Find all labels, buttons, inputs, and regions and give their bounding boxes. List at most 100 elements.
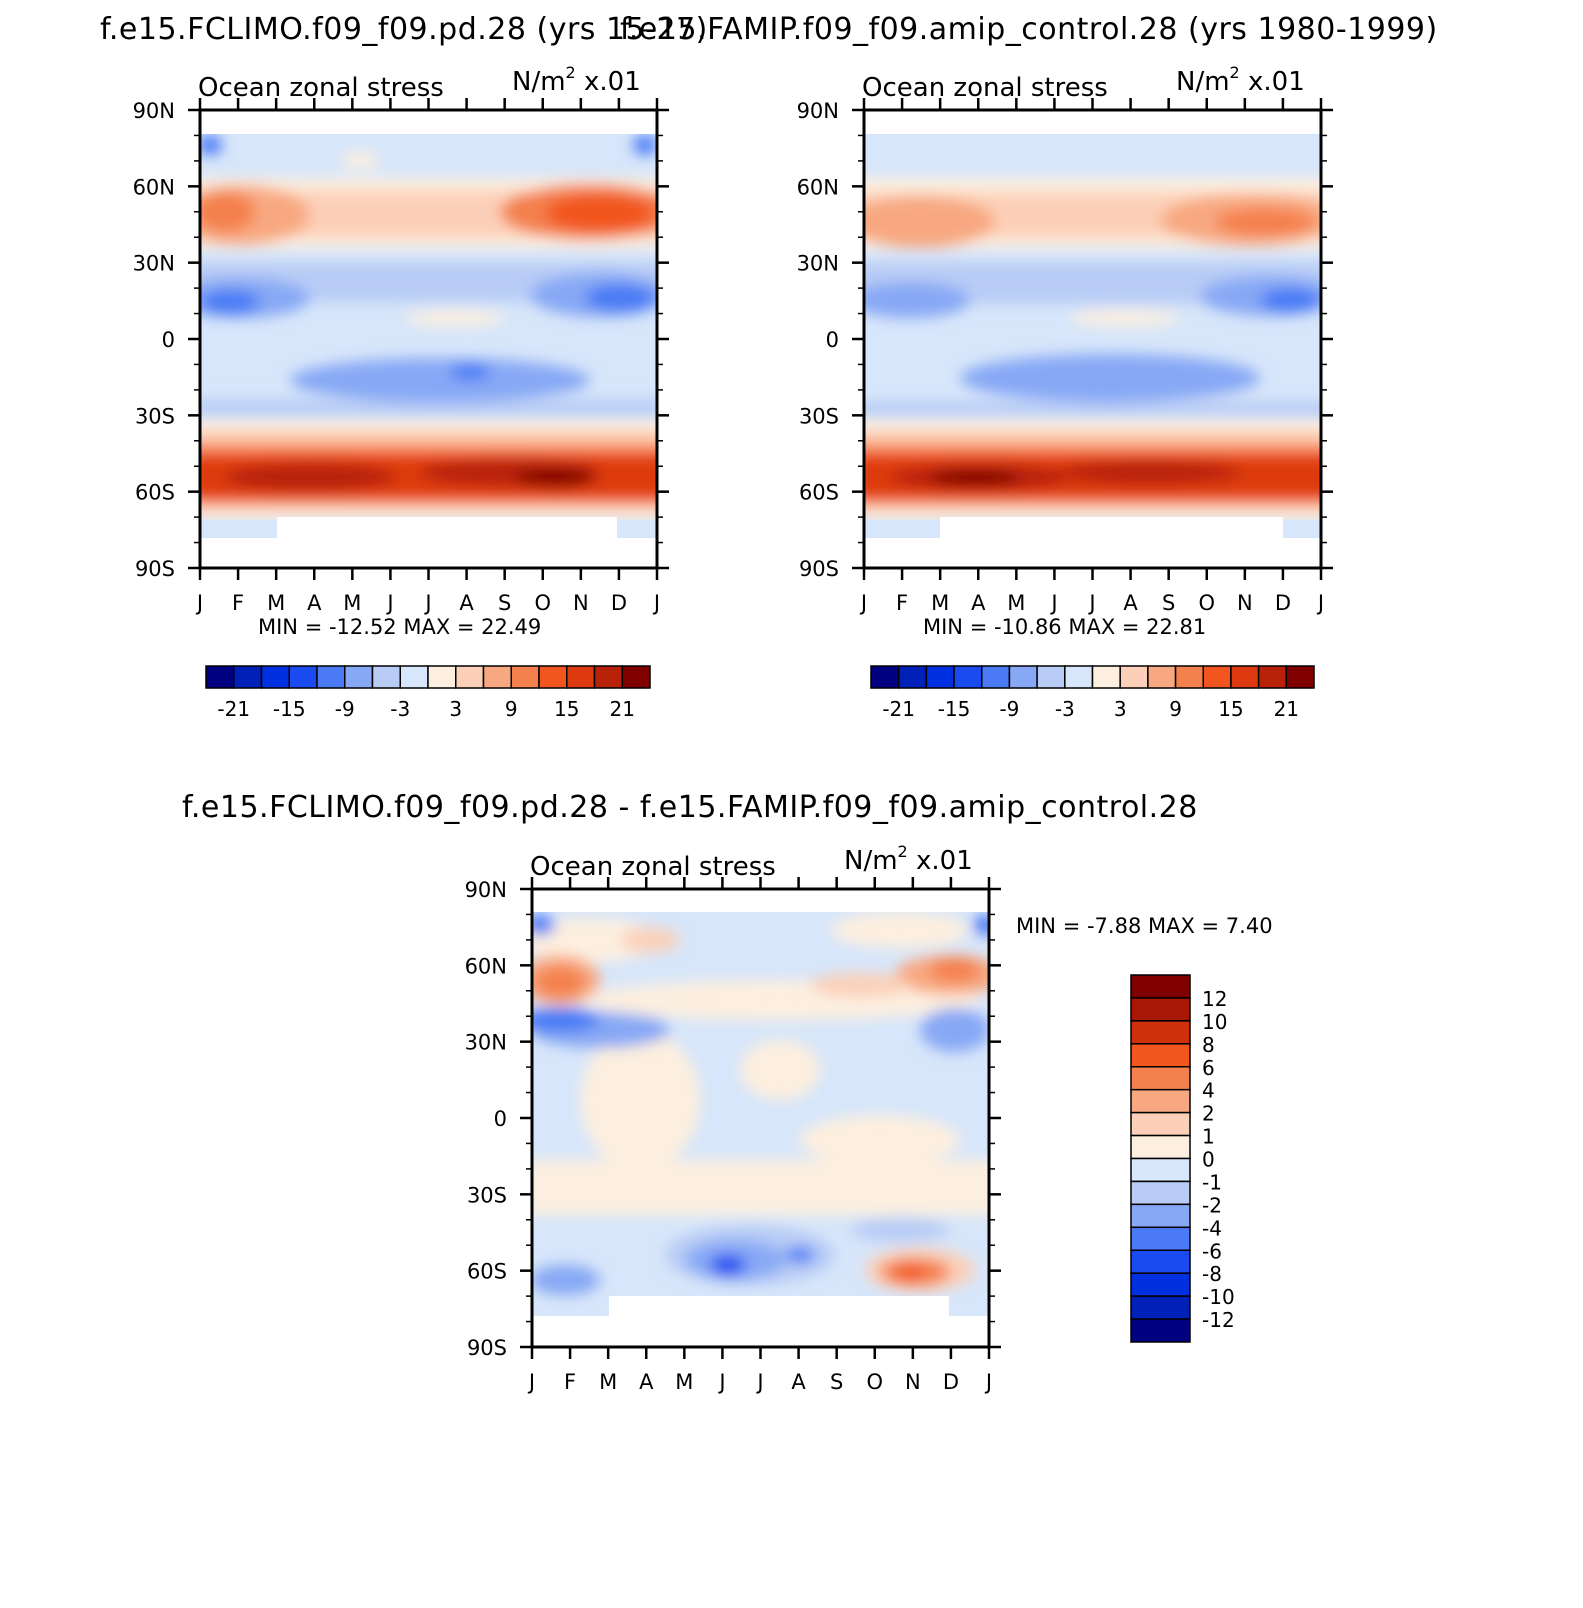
famip-colorbar-box — [1257, 665, 1288, 689]
fclimo-colorbar-box — [510, 665, 540, 689]
famip-ytick-label: 30N — [797, 252, 839, 276]
fclimo-xtick-label: A — [459, 591, 474, 615]
title-top-left: f.e15.FCLIMO.f09_f09.pd.28 (yrs 15-27) — [100, 12, 708, 47]
famip-colorbar-label: 3 — [1114, 697, 1127, 721]
famip-colorbar-box — [897, 665, 928, 689]
famip-colorbar-box — [1230, 665, 1260, 689]
minmax-diff: MIN = -7.88 MAX = 7.40 — [1016, 914, 1273, 938]
fclimo-colorbar-box — [205, 665, 235, 689]
fclimo-variable-label: Ocean zonal stress — [198, 73, 444, 103]
fclimo-xtick-label: O — [534, 591, 551, 615]
diff-colorbar-box — [1130, 1203, 1191, 1229]
diff-xtick-label: D — [943, 1370, 959, 1394]
fclimo-colorbar-label: 9 — [505, 697, 518, 721]
famip-xtick-label: J — [1087, 591, 1095, 615]
diff-colorbar-box — [1130, 1249, 1191, 1274]
diff-colorbar-box — [1130, 974, 1191, 999]
fclimo-units-label: N/m2 x.01 — [512, 63, 641, 97]
famip-ytick-label: 60S — [799, 481, 839, 505]
fclimo-colorbar-label: -9 — [335, 697, 355, 721]
diff-colorbar-box — [1130, 1134, 1191, 1160]
famip-xtick-label: F — [896, 591, 908, 615]
diff-colorbar-label: -1 — [1202, 1170, 1222, 1194]
fclimo-ytick-label: 60N — [133, 175, 175, 199]
diff-xtick-label: S — [830, 1370, 843, 1394]
title-top-right: f.e15.FAMIP.f09_f09.amip_control.28 (yrs… — [620, 12, 1438, 47]
fclimo-colorbar-label: 15 — [554, 697, 579, 721]
famip-units-label: N/m2 x.01 — [1176, 63, 1305, 97]
diff-colorbar-label: -2 — [1202, 1193, 1222, 1217]
diff-colorbar-box — [1130, 1088, 1191, 1114]
diff-xtick-label: N — [905, 1370, 921, 1394]
fclimo-xtick-label: N — [573, 591, 589, 615]
diff-xtick-label: J — [984, 1370, 992, 1394]
famip-colorbar-box — [1285, 665, 1315, 689]
diff-colorbar-label: 1 — [1202, 1125, 1215, 1149]
fclimo-xtick-label: J — [423, 591, 431, 615]
fclimo-ytick-label: 90N — [133, 99, 175, 123]
famip-xtick-label: N — [1237, 591, 1253, 615]
diff-colorbar-label: -8 — [1202, 1262, 1222, 1286]
minmax-fclimo: MIN = -12.52 MAX = 22.49 — [258, 615, 542, 639]
fclimo-colorbar-box — [566, 665, 596, 689]
field-diff — [532, 912, 989, 1316]
fclimo-colorbar-box — [427, 665, 457, 689]
famip-ytick-label: 30S — [799, 404, 839, 428]
fclimo-colorbar-box — [621, 665, 651, 689]
famip-colorbar-box — [981, 665, 1011, 689]
famip-colorbar-box — [1008, 665, 1038, 689]
diff-colorbar-label: 2 — [1202, 1102, 1215, 1126]
famip-colorbar-label: -15 — [938, 697, 971, 721]
famip-ytick-label: 90S — [799, 557, 839, 581]
famip-xtick-label: M — [931, 591, 949, 615]
diff-colorbar-label: 4 — [1202, 1079, 1215, 1103]
fclimo-colorbar-label: -3 — [390, 697, 410, 721]
diff-colorbar-box — [1130, 1295, 1191, 1320]
fclimo-ytick-label: 30S — [135, 404, 175, 428]
diff-xtick-label: J — [717, 1370, 725, 1394]
fclimo-ytick-label: 60S — [135, 481, 175, 505]
fclimo-xtick-label: J — [385, 591, 393, 615]
famip-colorbar-box — [953, 665, 983, 689]
famip-colorbar-label: -3 — [1055, 697, 1075, 721]
diff-xtick-label: A — [791, 1370, 806, 1394]
diff-xtick-label: O — [866, 1370, 883, 1394]
famip-xtick-label: S — [1162, 591, 1175, 615]
famip-colorbar-label: 21 — [1274, 697, 1299, 721]
diff-colorbar-box — [1130, 1043, 1191, 1068]
famip-colorbar-box — [1091, 665, 1121, 689]
diff-colorbar-box — [1130, 1272, 1191, 1297]
diff-ytick-label: 60N — [465, 954, 507, 978]
diff-colorbar-box — [1130, 1020, 1191, 1045]
famip-colorbar-box — [1036, 665, 1066, 689]
diff-colorbar-label: -4 — [1202, 1216, 1222, 1240]
fclimo-colorbar-box — [260, 665, 290, 689]
fclimo-xtick-label: S — [498, 591, 511, 615]
diff-xtick-label: M — [599, 1370, 617, 1394]
fclimo-ytick-label: 0 — [162, 328, 175, 352]
famip-colorbar-label: 15 — [1218, 697, 1243, 721]
famip-colorbar-box — [1064, 665, 1094, 689]
diff-colorbar-label: 12 — [1202, 987, 1227, 1011]
famip-xtick-label: J — [1316, 591, 1324, 615]
diff-ytick-label: 90N — [465, 878, 507, 902]
diff-ytick-label: 60S — [467, 1260, 507, 1284]
fclimo-colorbar-box — [371, 665, 401, 689]
diff-colorbar-box — [1130, 1180, 1191, 1206]
fclimo-colorbar-box — [233, 665, 263, 689]
famip-colorbar-label: -21 — [882, 697, 915, 721]
diff-ytick-label: 90S — [467, 1336, 507, 1360]
fclimo-colorbar-box — [399, 665, 429, 689]
diff-colorbar-label: 0 — [1202, 1148, 1215, 1172]
fclimo-colorbar-label: -21 — [217, 697, 250, 721]
field-fclimo — [200, 134, 657, 538]
diff-colorbar-box — [1130, 1318, 1191, 1343]
famip-colorbar-box — [870, 665, 900, 689]
diff-colorbar-box — [1130, 1226, 1191, 1251]
fclimo-colorbar-box — [482, 665, 512, 689]
diff-colorbar-box — [1130, 1111, 1191, 1137]
diff-xtick-label: J — [755, 1370, 763, 1394]
fclimo-colorbar-box — [593, 665, 623, 689]
famip-ytick-label: 90N — [797, 99, 839, 123]
fclimo-colorbar-box — [316, 665, 346, 689]
